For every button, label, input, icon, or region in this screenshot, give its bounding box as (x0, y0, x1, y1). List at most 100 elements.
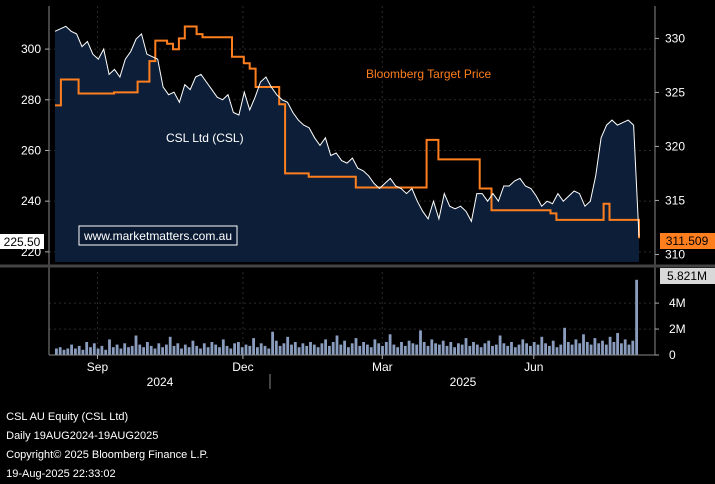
volume-bar (233, 343, 236, 355)
price-last-tag (0, 234, 44, 249)
volume-bar (165, 344, 168, 355)
volume-bar (290, 344, 293, 355)
volume-bar (81, 349, 85, 355)
volume-bar (369, 347, 373, 355)
price-line (54, 25, 640, 237)
volume-bar (457, 343, 460, 355)
volume-bar (214, 344, 218, 355)
volume-bar (506, 345, 510, 355)
volume-bar (559, 344, 563, 355)
volume-bar (309, 342, 312, 355)
target-tick-label: 325 (665, 85, 685, 99)
volume-bar (377, 343, 381, 355)
volume-bar (449, 342, 453, 355)
volume-bar (358, 345, 362, 355)
volume-bar (563, 327, 566, 355)
volume-bar (430, 339, 434, 355)
volume-bar (513, 347, 517, 355)
ticker-label: CSL AU Equity (CSL Ltd) (6, 411, 129, 423)
frequency-label: Daily 19AUG2024-19AUG2025 (6, 430, 159, 442)
volume-bar (460, 344, 464, 355)
volume-bar (601, 340, 604, 355)
volume-bar (403, 345, 407, 355)
volume-bar (89, 347, 92, 355)
volume-bar (585, 342, 589, 355)
volume-bar (187, 347, 191, 355)
volume-bar (312, 344, 316, 355)
volume-bar (252, 338, 255, 355)
timestamp-label: 19-Aug-2025 22:33:02 (6, 468, 116, 480)
volume-tick-label: 0 (669, 348, 676, 362)
volume-bar (240, 347, 244, 355)
volume-bar (153, 348, 157, 355)
x-tick-label: Mar (372, 360, 393, 374)
volume-bar (525, 343, 528, 355)
volume-bar (111, 347, 115, 355)
volume-bar (134, 335, 138, 355)
volume-tick-label: 4M (669, 296, 686, 310)
volume-bar (180, 348, 183, 355)
volume-bar (271, 331, 274, 355)
volume-bar (453, 347, 456, 355)
volume-bar (115, 344, 119, 355)
axes (0, 6, 715, 389)
volume-bar (415, 344, 419, 355)
volume-bar (384, 342, 388, 355)
volume-bar (498, 335, 502, 355)
volume-bar (210, 342, 214, 355)
volume-bar (293, 342, 297, 355)
target-tick-label: 310 (665, 247, 685, 261)
volume-bar (225, 345, 229, 355)
copyright-label: Copyright© 2025 Bloomberg Finance L.P. (6, 449, 209, 461)
volume-bar (551, 340, 555, 355)
target-tick-label: 330 (665, 31, 685, 45)
volume-bar (339, 344, 343, 355)
volume-bar (620, 343, 623, 355)
volume-bar (161, 347, 164, 355)
volume-bar (305, 345, 309, 355)
volume-bar (123, 343, 127, 355)
volume-bar (597, 343, 601, 355)
volume-bar (521, 339, 525, 355)
volume-bar (544, 343, 547, 355)
volume-bar (130, 345, 134, 355)
volume-last-tag (660, 268, 715, 284)
volume-bar (62, 349, 66, 355)
volume-bar (502, 343, 506, 355)
target-tick-label: 320 (665, 139, 685, 153)
volume-bar (445, 345, 449, 355)
watermark-text: www.marketmatters.com.au (83, 229, 232, 243)
price-last-value: 225.50 (4, 235, 41, 249)
volume-bar (392, 344, 396, 355)
volume-bar (381, 345, 384, 355)
volume-bar (248, 345, 252, 355)
volume-bar (297, 347, 301, 355)
volume-bar (331, 342, 335, 355)
volume-bar (142, 347, 145, 355)
volume-bar (608, 336, 612, 355)
watermark-box (78, 225, 238, 246)
volume-bar (388, 334, 392, 356)
volume-bar (278, 345, 282, 355)
volume-bar (434, 343, 437, 355)
price-tick-label: 260 (21, 143, 41, 157)
volume-bar (127, 347, 130, 355)
volume-bar (411, 343, 415, 355)
volume-bar (510, 342, 513, 355)
volume-bar (400, 342, 403, 355)
volume-bar (373, 339, 377, 355)
volume-bar (259, 343, 263, 355)
volume-bar (464, 338, 468, 355)
volume-bar (593, 338, 597, 355)
volume-bar (354, 338, 358, 355)
volume-bar (74, 348, 77, 355)
x-year-label: 2024 (147, 375, 174, 389)
x-tick-label: Dec (232, 360, 253, 374)
volume-bar (324, 339, 327, 355)
volume-bar (616, 333, 619, 355)
volume-bar (635, 279, 638, 355)
volume-bar (566, 342, 570, 355)
footer-bar: CSL AU Equity (CSL Ltd) Daily 19AUG2024-… (0, 389, 715, 480)
volume-bar (419, 330, 422, 355)
